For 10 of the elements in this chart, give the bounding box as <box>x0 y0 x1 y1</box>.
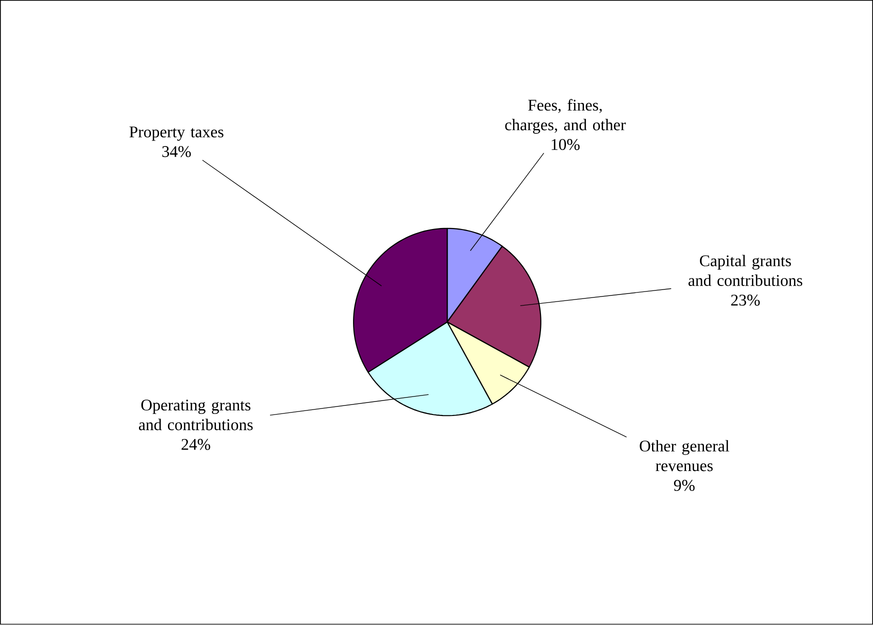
data-label: 10% <box>552 139 580 150</box>
slice-label: Capital grants and contributions <box>688 254 802 286</box>
data-label: 9% <box>674 480 695 492</box>
slice-label: Other general revenues <box>640 440 730 472</box>
data-label: 23% <box>731 294 760 306</box>
data-label: 24% <box>182 439 210 450</box>
slice-label: Fees, fines, charges, and other <box>505 99 626 134</box>
slice-label: Property taxes <box>129 126 224 141</box>
slice-label: Operating grants and contributions <box>138 400 253 430</box>
data-label: 34% <box>162 146 191 158</box>
